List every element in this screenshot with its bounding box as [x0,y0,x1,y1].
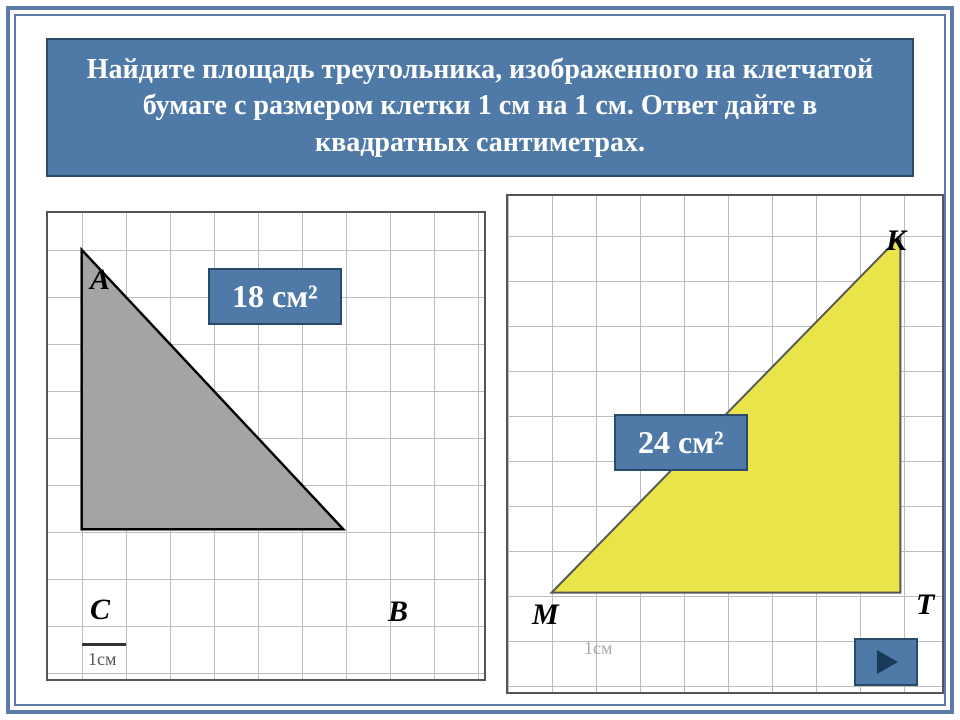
scale-line-1 [82,643,126,646]
scale-label-1: 1см [88,649,116,670]
vertex-B: B [388,595,408,629]
answer-box-1: 18 см² [208,268,342,325]
answer-box-2: 24 см² [614,414,748,471]
outer-frame: Найдите площадь треугольника, изображенн… [6,6,954,714]
vertex-T: T [916,588,934,622]
vertex-A: A [90,263,110,297]
scale-label-2: 1см [584,638,612,659]
answer-2-text: 24 см² [638,424,724,461]
vertex-K: К [886,224,906,258]
vertex-C: C [90,593,110,627]
next-button[interactable] [854,638,918,686]
inner-frame: Найдите площадь треугольника, изображенн… [14,14,946,706]
play-icon [868,644,904,680]
answer-1-text: 18 см² [232,278,318,315]
title-text: Найдите площадь треугольника, изображенн… [87,54,874,158]
vertex-M: M [532,598,559,632]
problem-title: Найдите площадь треугольника, изображенн… [46,38,914,177]
